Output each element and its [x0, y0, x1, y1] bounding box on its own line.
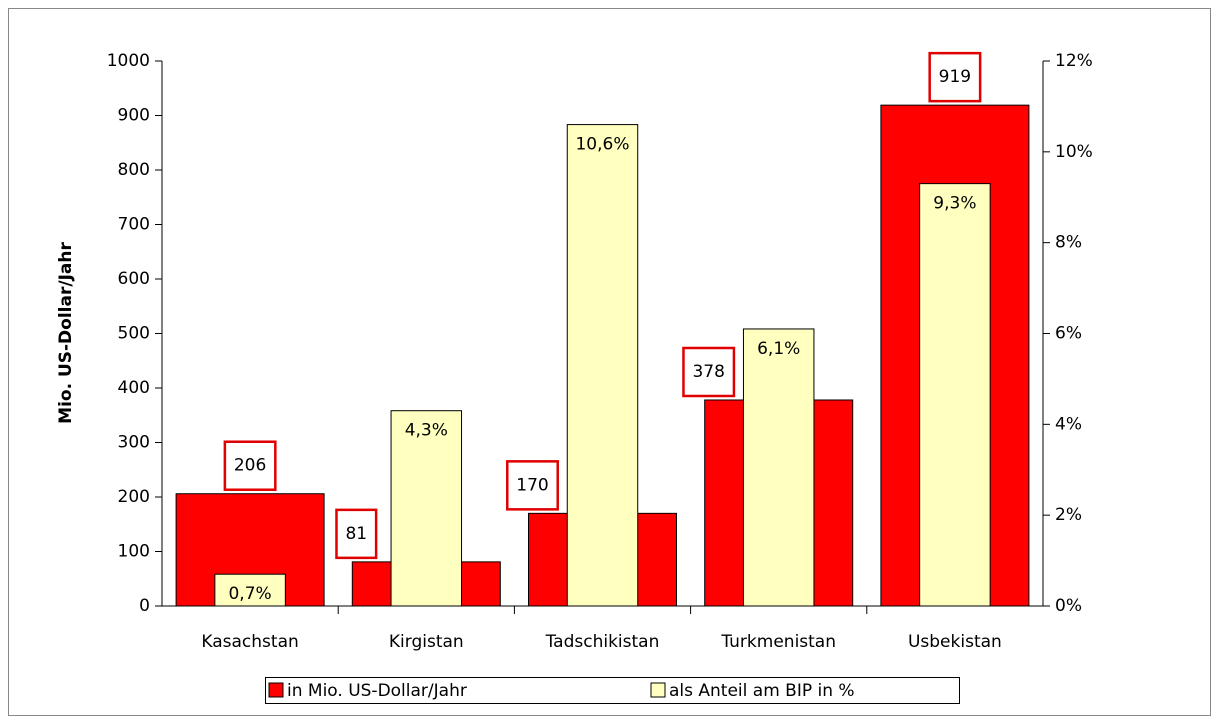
y2-tick-label: 10% — [1055, 142, 1093, 162]
legend-label: in Mio. US-Dollar/Jahr — [287, 681, 467, 701]
y-tick-label: 700 — [118, 215, 150, 235]
value-label: 0,7% — [228, 584, 271, 604]
y2-tick-label: 4% — [1055, 414, 1082, 434]
x-tick-label: Kasachstan — [201, 632, 298, 652]
legend — [265, 677, 960, 704]
x-tick-label: Tadschikistan — [545, 632, 660, 652]
x-tick-label: Usbekistan — [908, 632, 1002, 652]
y2-tick-label: 0% — [1055, 596, 1082, 616]
value-label-box — [928, 51, 982, 103]
y-tick-label: 800 — [118, 160, 150, 180]
y-tick-label: 600 — [118, 269, 150, 289]
bar — [214, 573, 286, 607]
value-label-box — [223, 440, 277, 491]
y-tick-label: 300 — [118, 433, 150, 453]
value-label-box — [682, 346, 736, 398]
y-tick-label: 900 — [118, 106, 150, 126]
value-label: 81 — [345, 524, 367, 544]
legend-swatch — [268, 682, 284, 698]
value-label: 4,3% — [405, 421, 448, 441]
value-label: 9,3% — [933, 194, 976, 214]
y-tick-label: 1000 — [107, 51, 150, 71]
value-label: 170 — [516, 475, 548, 495]
legend-swatch — [650, 682, 666, 698]
value-label: 919 — [939, 67, 971, 87]
y2-tick-label: 2% — [1055, 505, 1082, 525]
bar — [919, 183, 991, 607]
value-label: 6,1% — [757, 339, 800, 359]
y2-tick-label: 6% — [1055, 324, 1082, 344]
y-tick-label: 100 — [118, 542, 150, 562]
bar — [566, 124, 639, 607]
y2-tick-label: 12% — [1055, 51, 1093, 71]
value-label: 206 — [234, 456, 266, 476]
value-label: 378 — [692, 362, 724, 382]
value-label: 10,6% — [575, 135, 629, 155]
y-tick-label: 200 — [118, 487, 150, 507]
y-tick-label: 0 — [139, 596, 150, 616]
y-axis-title: Mio. US-Dollar/Jahr — [56, 242, 76, 424]
x-tick-label: Kirgistan — [389, 632, 464, 652]
x-tick-label: Turkmenistan — [720, 632, 836, 652]
legend-label: als Anteil am BIP in % — [669, 681, 855, 701]
bar — [390, 410, 463, 607]
value-label-box — [506, 460, 559, 511]
y2-tick-label: 8% — [1055, 233, 1082, 253]
value-label-box — [335, 508, 378, 560]
bar — [742, 328, 815, 607]
y-tick-label: 500 — [118, 324, 150, 344]
y-tick-label: 400 — [118, 378, 150, 398]
